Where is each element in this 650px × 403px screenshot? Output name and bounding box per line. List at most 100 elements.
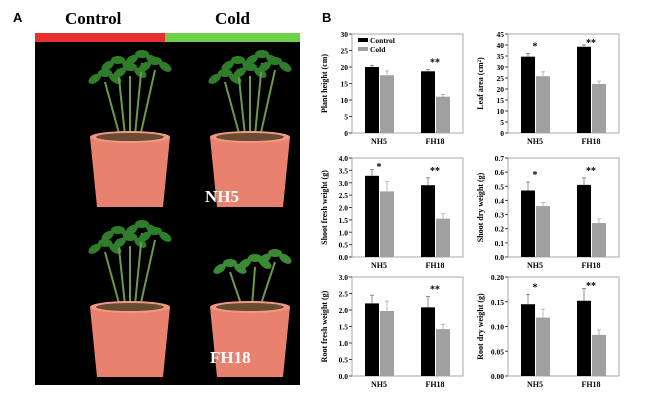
bar-control (365, 303, 379, 376)
soil (216, 133, 284, 141)
bar-control (577, 46, 591, 134)
leaf (113, 67, 126, 78)
leaf (223, 259, 237, 267)
leaf (123, 233, 137, 241)
y-tick-label: 15 (341, 80, 349, 89)
bar-cold (592, 334, 606, 376)
bar-cold (380, 191, 394, 257)
y-tick-label: 0.7 (495, 154, 505, 163)
stem (104, 81, 121, 138)
y-tick-label: 0.15 (491, 298, 504, 307)
bar-control (365, 175, 379, 257)
y-tick-label: 1.0 (339, 228, 349, 237)
pot (90, 137, 170, 207)
bar-control (521, 190, 535, 257)
stem (117, 238, 127, 308)
stem (224, 81, 241, 138)
y-tick-label: 30 (341, 30, 349, 39)
y-tick-label: 0.2 (495, 225, 505, 234)
leaf (255, 50, 269, 58)
leaf (123, 63, 137, 71)
stem (251, 266, 256, 308)
y-tick-label: 0.6 (495, 168, 505, 177)
bar-control (521, 56, 535, 133)
stem (139, 69, 156, 138)
y-tick-label: 2.5 (339, 191, 349, 200)
leaf (213, 263, 226, 274)
chart-3: 0.0 0.1 0.2 0.3 0.4 0.5 0.6 0.7 Shoot dry weight… (476, 154, 620, 270)
potted-plant (88, 220, 172, 377)
leaf (279, 253, 292, 264)
y-tick-label: 0.4 (495, 196, 505, 205)
y-tick-label: 2.5 (339, 290, 349, 299)
leaf (111, 226, 125, 234)
bar-cold (436, 329, 450, 376)
leaf (138, 231, 151, 242)
soil (96, 303, 164, 311)
stem (133, 232, 143, 308)
x-tick-label: NH5 (371, 380, 387, 389)
significance-marker: ** (430, 58, 440, 69)
control-color-bar (35, 33, 165, 42)
soil (96, 133, 164, 141)
y-tick-label: 2.0 (339, 204, 349, 213)
cold-header: Cold (215, 9, 250, 28)
pot (90, 307, 170, 377)
y-tick-label: 0.0 (339, 253, 349, 262)
leaf (208, 73, 221, 84)
leaf (113, 237, 126, 248)
y-tick-label: 45 (497, 30, 505, 39)
bar-control (421, 307, 435, 376)
y-axis-label: Shoot dry weight (g) (476, 172, 485, 242)
chart-1: 0 5 10 15 20 25 30 35 40 45 Leaf area (cm²) NH5 * FH1… (476, 30, 620, 146)
leaf (231, 56, 245, 64)
y-tick-label: 20 (341, 63, 349, 72)
y-tick-label: 0.5 (339, 241, 349, 250)
y-tick-label: 0.1 (495, 239, 505, 248)
bar-cold (536, 206, 550, 257)
y-tick-label: 2.0 (339, 306, 349, 315)
plant-photo (35, 42, 300, 385)
potted-plant (208, 50, 292, 207)
leaf (245, 54, 258, 65)
x-tick-label: NH5 (371, 261, 387, 270)
x-tick-label: NH5 (371, 137, 387, 146)
stem (133, 62, 143, 138)
legend-swatch (358, 38, 368, 42)
stem (229, 271, 243, 308)
significance-marker: * (533, 170, 538, 181)
significance-marker: ** (430, 166, 440, 177)
y-tick-label: 1.5 (339, 216, 349, 225)
y-tick-label: 0.10 (491, 323, 504, 332)
y-tick-label: 0 (500, 129, 504, 138)
potted-plant (88, 50, 172, 207)
y-tick-label: 5 (344, 113, 348, 122)
soil (216, 303, 284, 311)
legend-swatch (358, 47, 368, 51)
pot (210, 137, 290, 207)
y-tick-label: 0.00 (491, 372, 504, 381)
y-tick-label: 0 (344, 129, 348, 138)
leaf (148, 57, 162, 65)
y-tick-label: 20 (497, 85, 505, 94)
bar-cold (436, 218, 450, 257)
bar-cold (536, 317, 550, 376)
y-tick-label: 40 (497, 41, 505, 50)
significance-marker: ** (586, 281, 596, 292)
leaf (111, 56, 125, 64)
leaf (125, 224, 138, 235)
stem (253, 62, 263, 138)
bar-control (577, 184, 591, 257)
leaf (125, 54, 138, 65)
leaf (88, 73, 101, 84)
y-tick-label: 15 (497, 96, 505, 105)
stem (259, 69, 276, 138)
x-tick-label: FH18 (425, 261, 444, 270)
y-tick-label: 0.0 (339, 372, 349, 381)
leaf (238, 258, 251, 269)
y-tick-label: 3.0 (339, 179, 349, 188)
x-tick-label: NH5 (527, 380, 543, 389)
y-tick-label: 0.5 (495, 182, 505, 191)
plot-frame (507, 33, 620, 134)
